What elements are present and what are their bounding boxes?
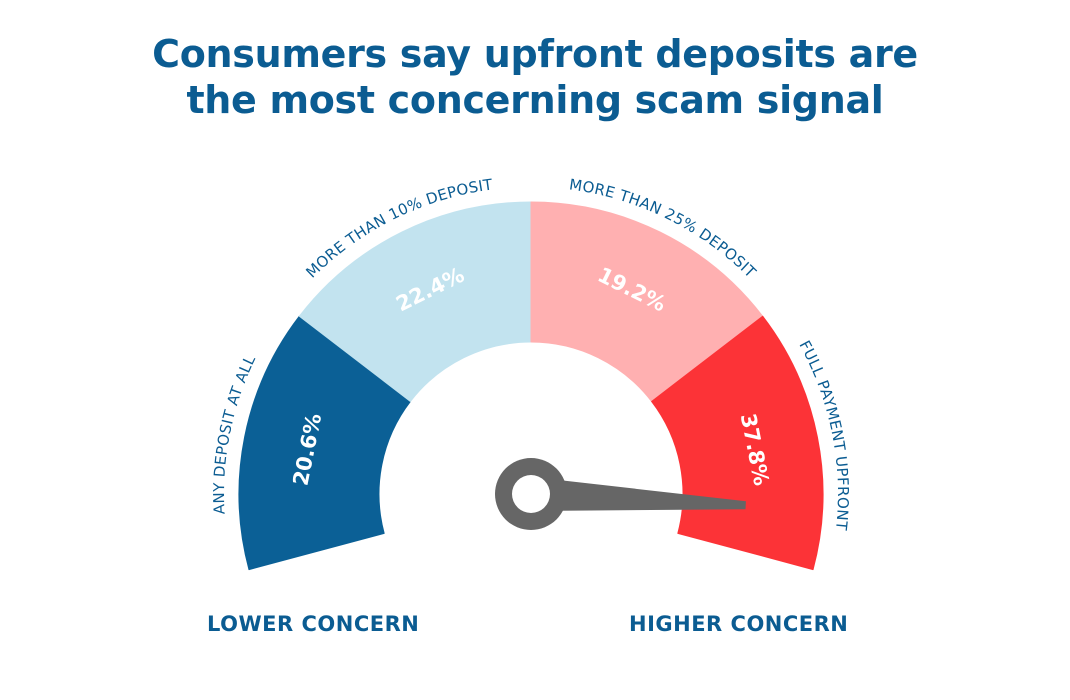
higher-concern-label: HIGHER CONCERN [629, 612, 849, 636]
gauge-needle [495, 458, 746, 530]
gauge-segment-2 [298, 201, 532, 402]
gauge-segment-3 [530, 201, 764, 402]
chart-title-line-1: Consumers say upfront deposits are [152, 32, 918, 76]
needle-arm [530, 477, 746, 511]
chart-title-line-2: the most concerning scam signal [186, 78, 884, 122]
gauge-segments [238, 201, 824, 571]
gauge-segment-1 [238, 315, 411, 571]
lower-concern-label: LOWER CONCERN [207, 612, 420, 636]
needle-hub-hole [512, 475, 550, 513]
